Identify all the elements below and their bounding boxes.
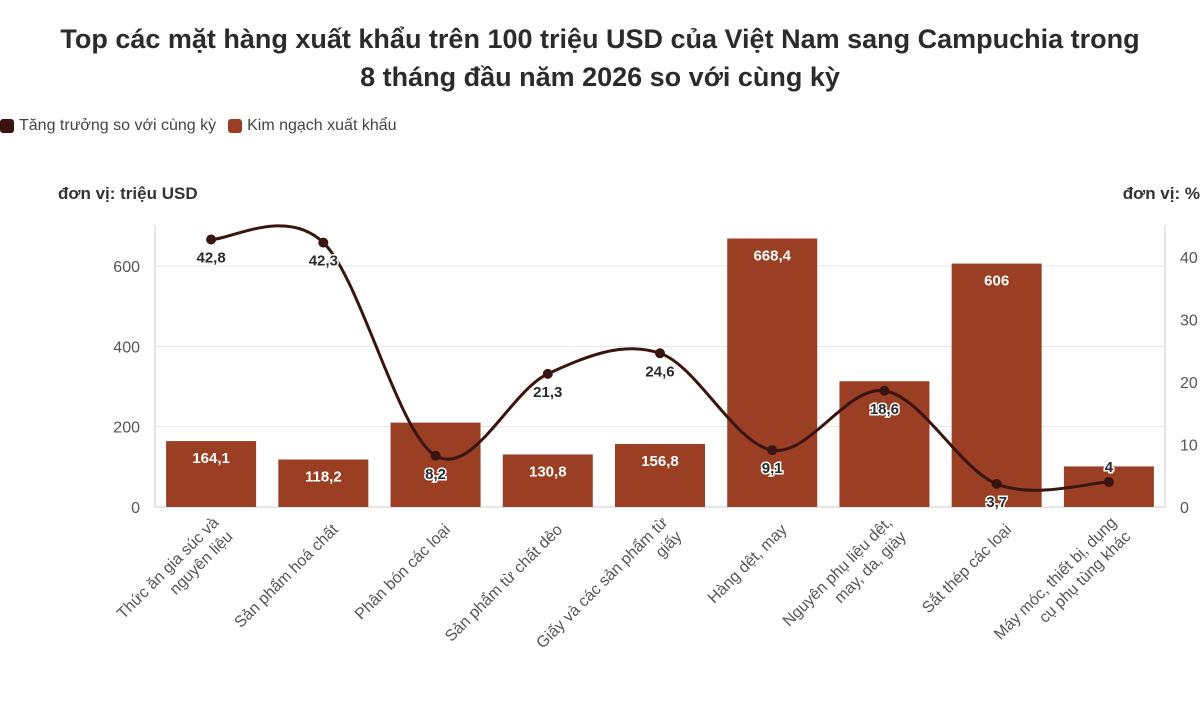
bar-data-label: 606 xyxy=(984,273,1009,290)
growth-point xyxy=(767,445,778,456)
bar xyxy=(839,381,930,507)
legend-line-label: Tăng trưởng so với cùng kỳ xyxy=(19,117,217,134)
x-tick-label: Nguyên phụ liệu dệt,may, da, giày xyxy=(780,514,910,644)
y-right-tick-label: 10 xyxy=(1180,438,1198,455)
legend-item-bar[interactable]: Kim ngạch xuất khẩu xyxy=(228,117,397,135)
bar xyxy=(278,459,369,507)
title-line-1: Top các mặt hàng xuất khẩu trên 100 triệ… xyxy=(60,24,1140,54)
line-data-label: 8,2 xyxy=(425,466,446,483)
growth-point xyxy=(318,237,329,248)
bar-data-label: 118,2 xyxy=(305,469,342,486)
bar-data-label: 130,8 xyxy=(529,463,567,480)
line-data-label: 42,8 xyxy=(197,250,226,267)
x-tick-label: Máy móc, thiết bị, dụngcụ phụ tùng khác xyxy=(991,514,1134,657)
x-tick-label: Phân bón các loại xyxy=(352,521,454,623)
x-tick-label: Sắt thép các loại xyxy=(918,520,1015,617)
y-left-tick-label: 200 xyxy=(113,420,140,437)
y-left-tick-label: 600 xyxy=(113,259,140,276)
bar-data-label: 156,8 xyxy=(641,453,679,470)
growth-point xyxy=(542,368,553,379)
line-data-label: 18,6 xyxy=(870,401,899,418)
line-data-label: 21,3 xyxy=(533,384,562,401)
growth-point xyxy=(206,234,217,245)
legend-bar-label: Kim ngạch xuất khẩu xyxy=(247,117,397,134)
right-axis-unit: đơn vị: % xyxy=(1122,184,1200,203)
legend-item-line[interactable]: Tăng trưởng so với cùng kỳ xyxy=(0,117,216,135)
x-tick-label-line: Nguyên phụ liệu dệt, xyxy=(780,514,896,630)
x-tick-label: Hàng dệt, may xyxy=(705,521,791,607)
bar xyxy=(502,454,593,507)
line-data-label: 24,6 xyxy=(645,363,674,380)
line-data-label: 3,7 xyxy=(986,494,1007,511)
y-left-tick-label: 400 xyxy=(113,339,140,356)
y-left-tick-label: 0 xyxy=(131,500,140,517)
legend-bar-swatch xyxy=(228,119,243,133)
x-tick-label-line: Sắt thép các loại xyxy=(918,520,1015,617)
title-line-2: 8 tháng đầu năm 2026 so với cùng kỳ xyxy=(360,62,840,92)
growth-point xyxy=(1103,477,1114,487)
growth-point xyxy=(879,385,890,396)
bar xyxy=(727,238,818,507)
x-tick-label-line: Phân bón các loại xyxy=(352,521,454,623)
legend: Tăng trưởng so với cùng kỳ Kim ngạch xuấ… xyxy=(0,117,409,135)
line-data-label: 42,3 xyxy=(309,253,338,270)
x-tick-label: Thức ăn gia súc vànguyên liệu xyxy=(114,514,236,636)
x-tick-label-line: Sản phẩm hoá chất xyxy=(231,520,342,631)
growth-point xyxy=(991,478,1002,489)
bar xyxy=(615,444,705,507)
line-data-label: 4 xyxy=(1105,459,1114,476)
growth-point xyxy=(430,450,441,461)
growth-line xyxy=(211,224,1109,492)
bar-data-label: 164,1 xyxy=(192,450,230,467)
y-right-tick-label: 40 xyxy=(1180,250,1198,267)
y-right-tick-label: 0 xyxy=(1180,500,1189,517)
y-right-tick-label: 20 xyxy=(1180,375,1198,392)
chart-title: Top các mặt hàng xuất khẩu trên 100 triệ… xyxy=(0,20,1200,96)
bar-data-label: 668,4 xyxy=(753,248,791,265)
left-axis-unit: đơn vị: triệu USD xyxy=(58,184,198,203)
bar xyxy=(166,441,257,507)
legend-line-swatch xyxy=(0,119,14,133)
x-tick-label: Sản phẩm hoá chất xyxy=(231,520,342,631)
bar xyxy=(951,263,1042,507)
y-right-tick-label: 30 xyxy=(1180,313,1198,330)
x-tick-label-line: Hàng dệt, may xyxy=(705,521,791,607)
line-data-label: 9,1 xyxy=(762,460,783,477)
bar xyxy=(390,422,481,507)
growth-point xyxy=(655,348,665,359)
